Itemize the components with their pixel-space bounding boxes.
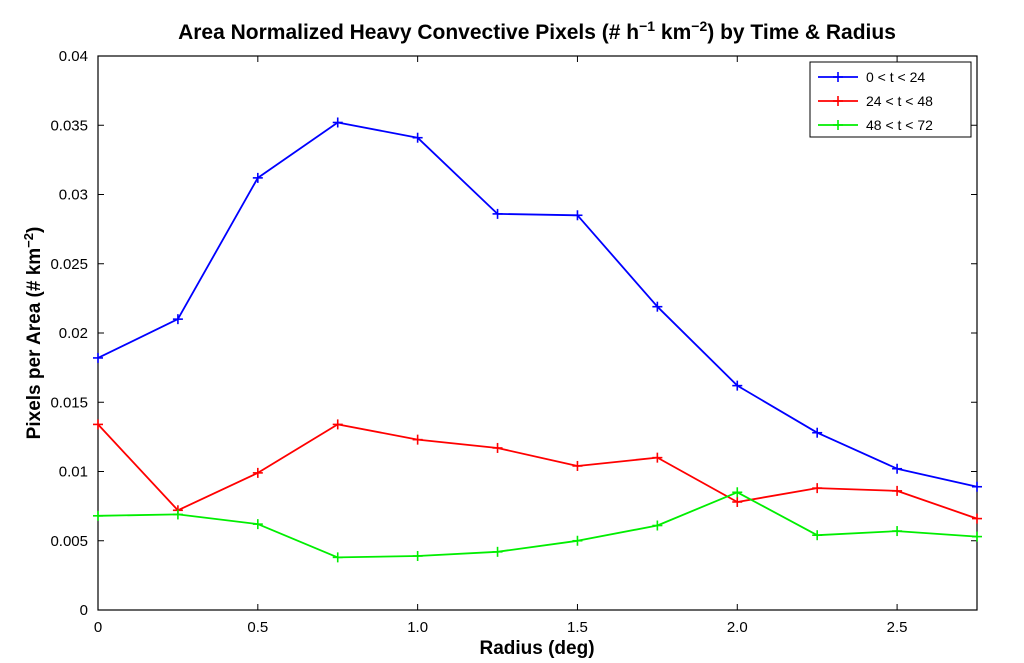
y-tick-label: 0.01 <box>59 464 88 481</box>
data-point <box>412 550 423 561</box>
data-point <box>732 380 743 391</box>
legend-item: 0 < t < 24 <box>818 69 925 85</box>
legend-item: 24 < t < 48 <box>818 93 933 109</box>
x-tick-label: 0.5 <box>247 619 268 636</box>
data-point <box>892 526 903 537</box>
data-point <box>332 117 343 128</box>
x-tick-label: 0 <box>94 619 102 636</box>
x-tick-label: 1.5 <box>567 619 588 636</box>
series-2 <box>93 419 982 524</box>
data-point <box>93 510 103 521</box>
y-tick-label: 0.035 <box>50 117 88 134</box>
data-point <box>492 546 503 557</box>
y-tick-labels: 0 0.005 0.01 0.015 0.02 0.025 0.03 0.035 0.04 <box>50 48 88 619</box>
x-tick-label: 2.5 <box>887 619 908 636</box>
data-point <box>572 535 583 546</box>
legend: 0 < t < 24 24 < t < 48 48 < t < 72 <box>809 61 972 138</box>
data-point <box>252 467 263 478</box>
y-tick-label: 0.025 <box>50 256 88 273</box>
x-tick-label: 2.0 <box>727 619 748 636</box>
legend-item: 48 < t < 72 <box>818 117 933 133</box>
data-point <box>252 519 263 530</box>
data-point <box>812 530 823 541</box>
data-point <box>652 301 663 312</box>
y-tick-label: 0.02 <box>59 325 88 342</box>
data-point <box>812 483 823 494</box>
data-point <box>972 513 982 524</box>
data-point <box>892 463 903 474</box>
x-axis-label: Radius (deg) <box>479 638 594 659</box>
data-point <box>732 487 743 498</box>
series-line <box>97 423 978 520</box>
y-axis-label: Pixels per Area (# km−2) <box>21 227 45 440</box>
data-point <box>652 520 663 531</box>
plot-area <box>97 55 978 611</box>
data-point <box>492 442 503 453</box>
data-point <box>812 427 823 438</box>
series-group <box>93 117 982 563</box>
legend-label: 24 < t < 48 <box>866 93 933 109</box>
series-line <box>97 491 978 559</box>
data-point <box>492 208 503 219</box>
data-point <box>172 314 183 325</box>
x-tick-label: 1.0 <box>407 619 428 636</box>
data-point <box>252 172 263 183</box>
data-point <box>412 132 423 143</box>
data-point <box>93 352 103 363</box>
x-tick-labels: 0 0.5 1.0 1.5 2.0 2.5 <box>94 619 908 636</box>
data-point <box>572 210 583 221</box>
series-3 <box>93 487 982 563</box>
y-tick-label: 0.04 <box>59 48 88 65</box>
data-point <box>972 531 982 542</box>
data-point <box>732 496 743 507</box>
data-point <box>93 419 103 430</box>
y-tick-label: 0.03 <box>59 187 88 204</box>
data-point <box>652 452 663 463</box>
data-point <box>332 419 343 430</box>
data-point <box>412 434 423 445</box>
y-tick-label: 0 <box>80 602 88 619</box>
legend-label: 48 < t < 72 <box>866 117 933 133</box>
data-point <box>892 485 903 496</box>
data-point <box>332 552 343 563</box>
data-point <box>572 460 583 471</box>
axis-ticks <box>97 55 977 611</box>
series-1 <box>93 117 982 492</box>
chart-title: Area Normalized Heavy Convective Pixels … <box>178 18 896 44</box>
series-line <box>97 121 978 488</box>
y-tick-label: 0.015 <box>50 394 88 411</box>
data-point <box>972 481 982 492</box>
legend-label: 0 < t < 24 <box>866 69 925 85</box>
y-tick-label: 0.005 <box>50 533 88 550</box>
data-point <box>172 509 183 520</box>
